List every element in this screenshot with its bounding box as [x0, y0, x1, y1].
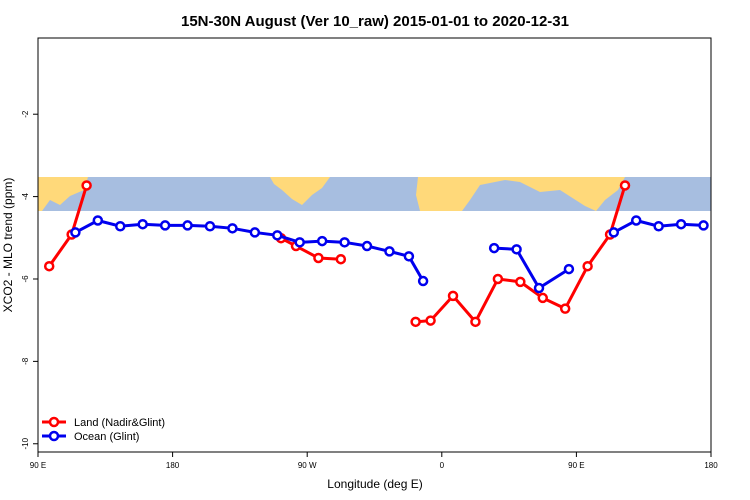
data-point	[92, 215, 104, 226]
x-tick-label: 0	[440, 461, 445, 470]
x-tick-label: 90 E	[568, 461, 584, 470]
legend-marker	[48, 430, 60, 442]
data-point	[619, 180, 631, 191]
data-point	[410, 316, 421, 328]
map-strip	[38, 177, 711, 211]
y-axis-label: XCO2 - MLO trend (ppm)	[1, 178, 15, 313]
data-point	[335, 253, 347, 265]
data-point	[559, 303, 571, 314]
data-point	[582, 260, 593, 272]
data-point	[137, 218, 148, 230]
plot-frame	[37, 37, 712, 453]
data-point	[204, 221, 216, 232]
data-point	[227, 223, 238, 234]
data-point	[492, 273, 504, 285]
data-point	[313, 252, 324, 264]
data-point	[81, 180, 92, 191]
y-tick-label: -10	[21, 437, 30, 449]
x-tick-label: 90 W	[298, 461, 317, 470]
data-point	[653, 221, 664, 232]
data-point	[537, 292, 548, 304]
data-point	[511, 244, 522, 255]
data-point	[630, 215, 642, 226]
data-point	[515, 276, 526, 288]
data-point	[249, 227, 261, 238]
data-point	[425, 315, 436, 326]
data-point	[182, 220, 193, 231]
y-tick-label: -6	[21, 275, 30, 283]
data-point	[470, 316, 481, 328]
legend-marker	[48, 416, 60, 428]
data-point	[294, 237, 305, 248]
data-point	[488, 242, 500, 254]
data-point	[563, 263, 575, 275]
legend-label: Land (Nadir&Glint)	[74, 417, 165, 429]
x-tick-label: 180	[166, 461, 180, 470]
x-tick-label: 90 E	[30, 461, 46, 470]
data-point	[115, 221, 126, 232]
data-point	[675, 218, 687, 230]
data-point	[384, 246, 395, 257]
data-point	[70, 227, 81, 238]
data-point	[533, 282, 545, 294]
y-tick-label: -2	[21, 110, 30, 118]
y-tick-label: -8	[21, 357, 30, 365]
y-tick-label: -4	[21, 192, 30, 200]
data-point	[608, 227, 620, 238]
data-point	[339, 237, 350, 248]
data-point	[272, 230, 283, 241]
data-point	[403, 251, 415, 262]
data-point	[43, 260, 55, 272]
chart-title: 15N-30N August (Ver 10_raw) 2015-01-01 t…	[181, 13, 569, 30]
data-point	[417, 275, 429, 287]
data-point	[159, 220, 171, 231]
x-axis-label: Longitude (deg E)	[327, 477, 422, 491]
x-tick-label: 180	[704, 461, 718, 470]
data-point	[361, 240, 373, 252]
data-point	[447, 290, 459, 302]
legend-label: Ocean (Glint)	[74, 431, 139, 443]
data-point	[698, 220, 709, 231]
data-point	[316, 235, 328, 247]
legend: Land (Nadir&Glint) Ocean (Glint)	[42, 416, 165, 443]
